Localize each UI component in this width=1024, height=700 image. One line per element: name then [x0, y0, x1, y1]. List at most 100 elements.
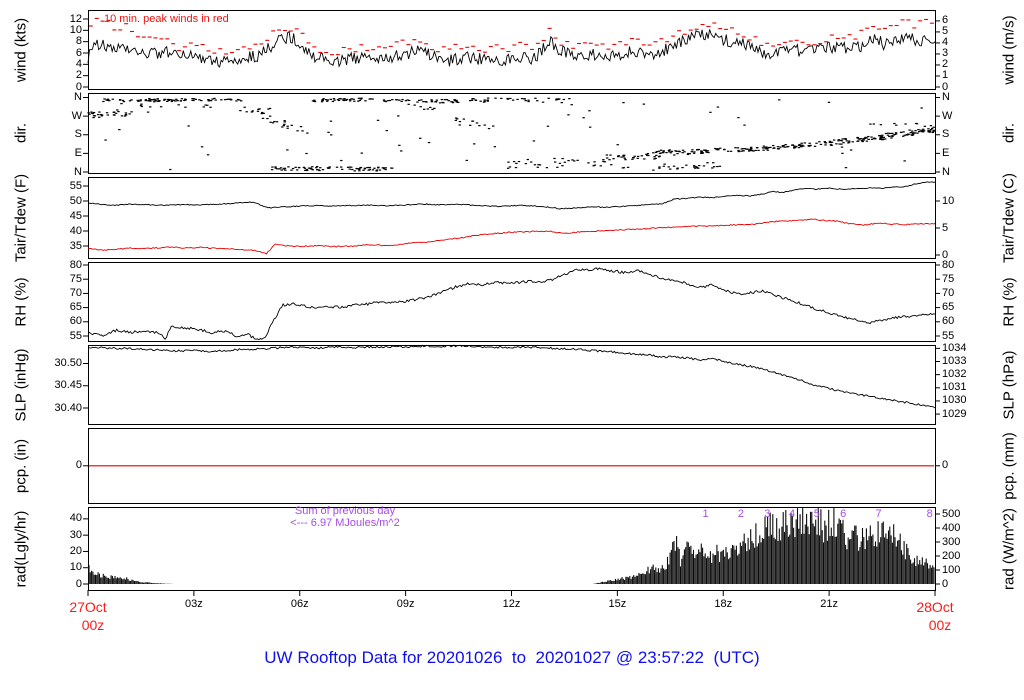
tair-trace: [87, 181, 936, 210]
y-tick-label-wind: 2: [942, 58, 949, 71]
y-tick-label-wind: 0: [942, 80, 949, 93]
x-tick-label: 15z: [608, 598, 627, 610]
y-tick-label-wind: 6: [942, 14, 949, 27]
slp-trace: [87, 344, 936, 409]
y-tick-label-wind: 2: [75, 69, 82, 82]
y-tick-label-wind: 4: [942, 36, 949, 49]
y-tick-label-wind: 12: [69, 12, 82, 25]
y-tick-label-dir: N: [942, 91, 950, 103]
y-tick-label-rad: 100: [942, 563, 961, 576]
x-tick-label: 09z: [396, 598, 415, 610]
y-tick-label-rad: 400: [942, 521, 961, 534]
x-tick-label: 21z: [820, 598, 838, 610]
axis-title-left-wind: wind (kts): [12, 17, 30, 83]
axis-title-right-slp: SLP (hPa): [1000, 350, 1018, 420]
y-tick-label-slp: 1034: [942, 341, 967, 354]
dir-scatter: [87, 97, 935, 172]
y-tick-label-dir: N: [74, 165, 82, 178]
y-tick-label-slp: 1033: [942, 355, 967, 367]
y-tick-label-rad: 200: [942, 549, 961, 562]
rad-hour-mark: 6: [840, 508, 847, 520]
tdew-trace: [87, 218, 936, 255]
date-label-start-month: 27Oct: [69, 599, 107, 615]
axis-title-right-dir: dir.: [1000, 122, 1018, 144]
date-label-start-hour: 00z: [81, 617, 105, 633]
y-tick-label-wind: 0: [75, 80, 82, 93]
date-label-end-hour: 00z: [928, 617, 952, 633]
y-tick-label-rad: 0: [942, 577, 949, 590]
y-tick-label-dir: E: [942, 146, 950, 159]
y-tick-label-slp: 1032: [942, 368, 967, 381]
rad-hour-mark: 2: [737, 508, 744, 520]
y-tick-label-tair: 35: [69, 239, 82, 252]
rad-hour-mark: 3: [764, 508, 771, 520]
y-tick-label-slp: 1029: [942, 407, 967, 420]
y-tick-label-rh: 70: [942, 286, 955, 299]
y-tick-label-dir: S: [74, 128, 82, 141]
y-tick-label-wind: 1: [942, 69, 949, 82]
y-tick-label-wind: 5: [942, 25, 949, 38]
y-tick-label-rh: 65: [942, 301, 955, 314]
y-tick-label-rh: 55: [69, 329, 82, 342]
y-tick-label-rh: 60: [942, 315, 955, 328]
panel-frame-wind: [88, 10, 936, 90]
y-tick-label-rh: 60: [69, 315, 82, 328]
y-tick-label-rh: 70: [69, 286, 82, 299]
rad-sum-line2: <--- 6.97 MJoules/m^2: [290, 517, 400, 529]
y-tick-label-wind: 10: [69, 23, 82, 36]
axis-title-right-pcp: pcp. (mm): [1000, 432, 1018, 500]
rh-trace: [87, 267, 936, 341]
y-tick-label-slp: 30.40: [54, 401, 82, 414]
axis-title-left-tair: Tair/Tdew (F): [12, 173, 30, 263]
y-tick-label-dir: N: [74, 91, 82, 103]
axis-title-right-tair: Tair/Tdew (C): [1000, 172, 1018, 264]
x-tick-label: 06z: [290, 598, 309, 610]
y-tick-label-tair: 40: [69, 224, 82, 237]
y-tick-label-rh: 55: [942, 329, 955, 342]
date-label-end-month: 28Oct: [916, 599, 954, 615]
rad-area: [88, 508, 935, 584]
rad-hour-mark: 1: [702, 508, 709, 520]
rad-hour-mark: 5: [813, 508, 820, 520]
y-tick-label-dir: S: [942, 128, 950, 141]
chart-title: UW Rooftop Data for 20201026 to 20201027…: [264, 648, 760, 667]
axis-title-right-rad: rad (W/m^2): [1000, 507, 1018, 591]
y-tick-label-rh: 80: [942, 258, 955, 271]
axis-title-left-dir: dir.: [12, 122, 30, 144]
peak-winds-note: 10 min. peak winds in red: [104, 13, 229, 25]
y-tick-label-tair: 0: [942, 248, 949, 261]
x-tick-label: 03z: [185, 598, 203, 610]
y-tick-label-rad: 500: [942, 507, 961, 520]
rad-hour-mark: 4: [789, 508, 796, 520]
y-tick-label-dir: W: [71, 109, 82, 122]
y-tick-label-rh: 80: [69, 258, 82, 271]
y-tick-label-wind: 3: [942, 47, 949, 60]
panel-frame-tair: [88, 177, 936, 259]
panel-frame-dir: [88, 93, 936, 174]
axis-title-right-wind: wind (m/s): [1000, 15, 1018, 85]
y-tick-label-rad: 0: [75, 577, 82, 590]
y-tick-label-wind: 6: [75, 46, 82, 59]
x-tick-label: 18z: [714, 598, 733, 610]
axis-title-left-pcp: pcp. (in): [12, 438, 30, 494]
y-tick-label-tair: 10: [942, 194, 955, 207]
y-tick-label-rh: 75: [942, 272, 955, 285]
y-tick-label-rh: 65: [69, 301, 82, 314]
y-tick-label-rad: 20: [69, 544, 82, 557]
y-tick-label-rad: 40: [69, 512, 82, 525]
y-tick-label-dir: E: [74, 146, 82, 159]
rad-hour-mark: 8: [926, 508, 933, 520]
rad-sum-line1: Sum of previous day: [294, 505, 396, 517]
y-tick-label-rad: 30: [69, 528, 82, 541]
y-tick-label-slp: 30.45: [54, 379, 82, 392]
y-tick-label-rad: 10: [69, 561, 82, 574]
axis-title-left-slp: SLP (inHg): [12, 348, 30, 422]
y-tick-label-pcp: 0: [942, 459, 949, 472]
y-tick-label-tair: 45: [69, 209, 82, 222]
y-tick-label-slp: 30.50: [54, 357, 82, 369]
y-tick-label-tair: 55: [69, 179, 82, 192]
axis-title-left-rh: RH (%): [12, 277, 30, 327]
axis-title-left-rad: rad(Lgly/hr): [12, 510, 30, 588]
y-tick-label-pcp: 0: [75, 459, 82, 472]
